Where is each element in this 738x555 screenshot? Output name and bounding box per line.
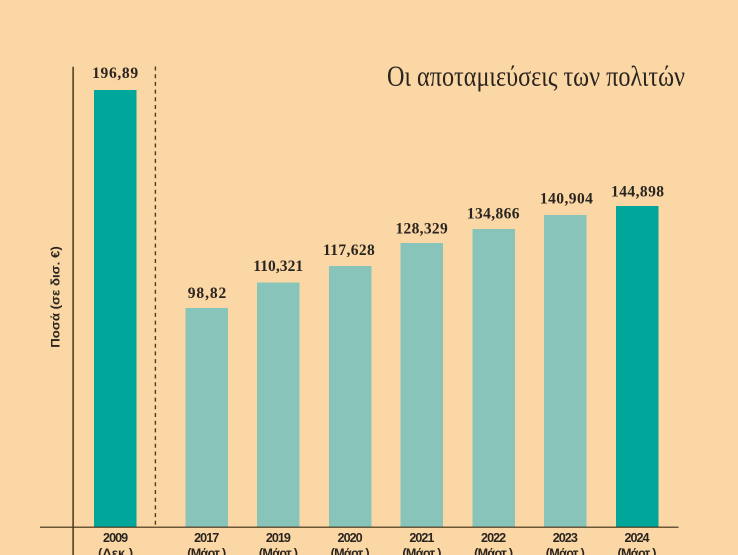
svg-text:Οι αποταμιεύσεις των πολιτών: Οι αποταμιεύσεις των πολιτών (387, 61, 685, 92)
svg-text:140,904: 140,904 (540, 190, 593, 207)
svg-text:134,866: 134,866 (467, 205, 520, 222)
svg-text:(Μάρτ.): (Μάρτ.) (402, 547, 441, 555)
svg-text:2009: 2009 (103, 531, 128, 545)
svg-text:2017: 2017 (194, 531, 219, 545)
svg-text:98,82: 98,82 (188, 285, 227, 302)
svg-text:2022: 2022 (481, 531, 506, 545)
svg-text:2019: 2019 (266, 531, 291, 545)
svg-text:2020: 2020 (338, 531, 363, 545)
svg-text:(Δεκ.): (Δεκ.) (98, 547, 133, 555)
svg-text:2024: 2024 (624, 531, 649, 545)
svg-text:Ποσά (σε δισ. €): Ποσά (σε δισ. €) (49, 246, 63, 348)
svg-text:(Μάρτ.): (Μάρτ.) (331, 547, 370, 555)
svg-text:(Μάρτ.): (Μάρτ.) (546, 547, 585, 555)
svg-text:117,628: 117,628 (323, 242, 375, 259)
svg-text:(Μάρτ.): (Μάρτ.) (259, 547, 298, 555)
svg-text:110,321: 110,321 (253, 258, 303, 275)
svg-text:2023: 2023 (553, 531, 578, 545)
svg-text:2021: 2021 (409, 531, 434, 545)
svg-text:(Μάρτ.): (Μάρτ.) (618, 547, 657, 555)
svg-text:144,898: 144,898 (611, 183, 664, 200)
svg-text:196,89: 196,89 (92, 65, 138, 82)
svg-text:(Μάρτ.): (Μάρτ.) (187, 547, 226, 555)
svg-text:(Μάρτ.): (Μάρτ.) (474, 547, 513, 555)
svg-text:128,329: 128,329 (396, 220, 448, 237)
